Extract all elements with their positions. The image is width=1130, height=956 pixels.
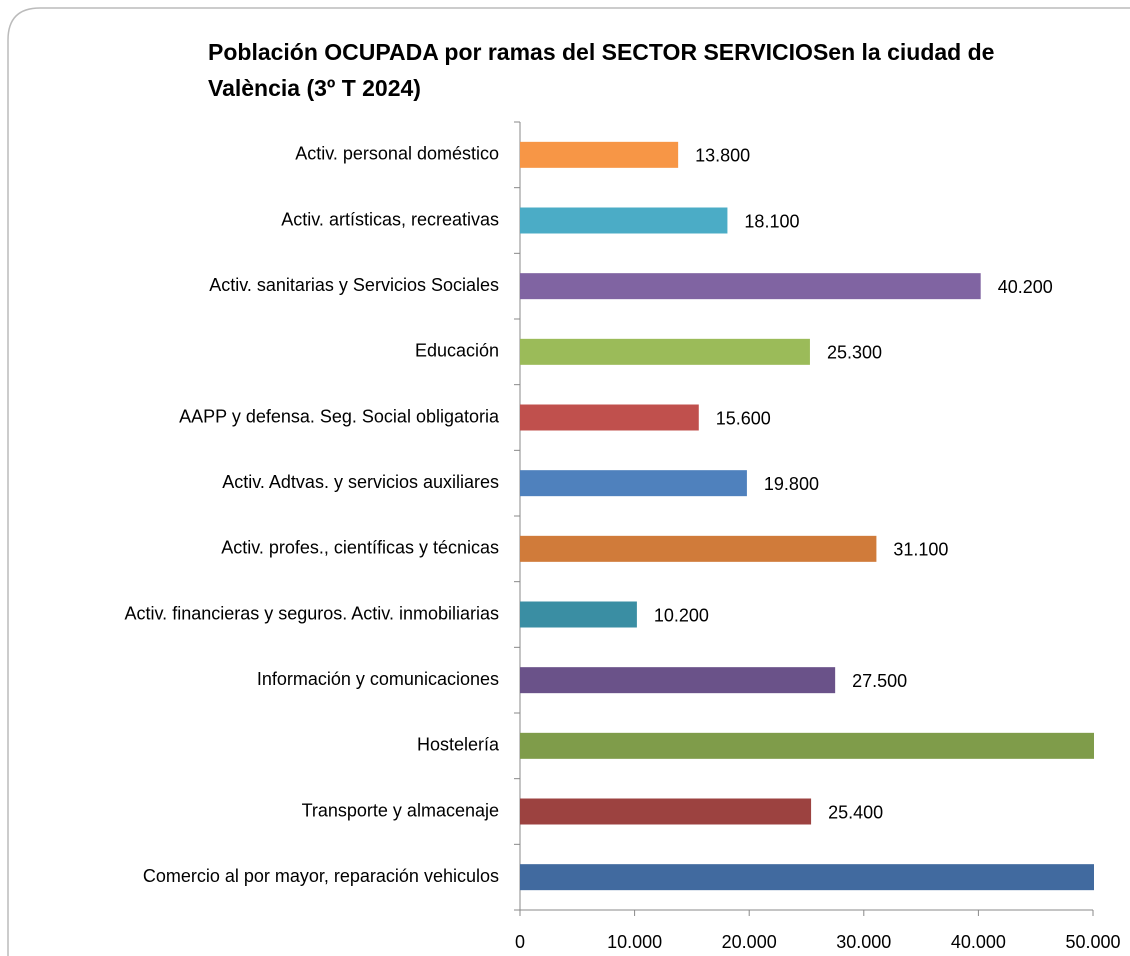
- bar: [520, 667, 836, 694]
- x-tick-label: 20.000: [722, 932, 777, 952]
- x-tick-label: 50.000: [1065, 932, 1120, 952]
- value-label: 13.800: [695, 146, 750, 166]
- bar: [520, 601, 637, 628]
- y-tick-label: Hostelería: [417, 735, 500, 755]
- chart-title: Población OCUPADA por ramas del SECTOR S…: [208, 39, 995, 101]
- value-label: 40.200: [998, 277, 1053, 297]
- value-label: 25.300: [827, 343, 882, 363]
- bar: [520, 273, 981, 300]
- value-label: 15.600: [716, 408, 771, 428]
- y-tick-label: Activ. personal doméstico: [295, 144, 499, 164]
- value-label: 25.400: [828, 802, 883, 822]
- y-tick-label: Educación: [415, 341, 499, 361]
- bar: [520, 338, 810, 365]
- y-tick-label: Activ. artísticas, recreativas: [281, 209, 499, 229]
- frame: [7, 7, 1130, 956]
- y-tick-label: AAPP y defensa. Seg. Social obligatoria: [179, 406, 500, 426]
- y-tick-label: Activ. financieras y seguros. Activ. inm…: [125, 603, 499, 623]
- bar: [520, 798, 812, 825]
- x-tick-label: 40.000: [951, 932, 1006, 952]
- bar: [520, 732, 1094, 759]
- value-label: 18.100: [744, 211, 799, 231]
- bar: [520, 141, 679, 168]
- x-tick-label: 10.000: [607, 932, 662, 952]
- y-tick-label: Transporte y almacenaje: [302, 800, 499, 820]
- bar: [520, 864, 1094, 891]
- value-label: 27.500: [852, 671, 907, 691]
- value-label: 19.800: [764, 474, 819, 494]
- bar: [520, 470, 747, 497]
- value-label: 31.100: [893, 540, 948, 560]
- y-tick-label: Activ. sanitarias y Servicios Sociales: [209, 275, 499, 295]
- y-tick-label: Activ. profes., científicas y técnicas: [221, 538, 499, 558]
- y-tick-label: Activ. Adtvas. y servicios auxiliares: [222, 472, 499, 492]
- y-tick-label: Información y comunicaciones: [257, 669, 499, 689]
- bar: [520, 404, 699, 431]
- x-tick-label: 0: [515, 932, 525, 952]
- bar: [520, 207, 728, 234]
- value-label: 10.200: [654, 605, 709, 625]
- y-tick-label: Comercio al por mayor, reparación vehicu…: [143, 866, 499, 886]
- x-tick-label: 30.000: [836, 932, 891, 952]
- bar: [520, 535, 877, 562]
